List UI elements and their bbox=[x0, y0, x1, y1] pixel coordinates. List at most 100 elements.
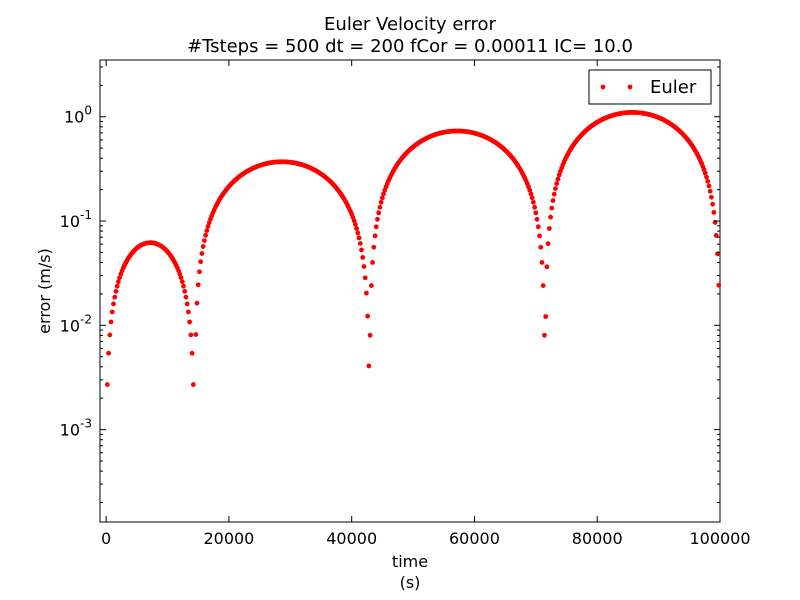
data-point bbox=[204, 228, 210, 234]
legend-marker bbox=[600, 84, 606, 90]
data-point bbox=[189, 350, 195, 356]
x-tick-label: 60000 bbox=[449, 529, 500, 548]
data-point bbox=[530, 199, 536, 205]
data-point bbox=[366, 363, 372, 369]
data-point bbox=[183, 294, 189, 300]
data-point bbox=[367, 332, 373, 338]
data-point bbox=[201, 238, 207, 243]
data-point bbox=[193, 332, 199, 337]
data-point bbox=[532, 204, 538, 210]
data-point bbox=[378, 199, 384, 205]
data-point bbox=[710, 201, 716, 207]
x-tick-label: 40000 bbox=[326, 529, 377, 548]
data-point bbox=[370, 260, 375, 265]
data-point bbox=[364, 290, 369, 296]
x-axis: 0 20000 40000 60000 80000 100000 bbox=[101, 60, 751, 548]
data-point bbox=[360, 255, 366, 260]
data-point bbox=[188, 332, 194, 338]
data-point bbox=[556, 172, 562, 178]
y-tick-label: 10-1 bbox=[60, 208, 92, 231]
data-point bbox=[706, 183, 712, 189]
data-point bbox=[551, 191, 557, 197]
data-point bbox=[106, 350, 111, 356]
data-point bbox=[108, 319, 114, 325]
data-point bbox=[351, 218, 357, 224]
data-point bbox=[109, 309, 115, 315]
data-point bbox=[356, 235, 362, 241]
x-axis-label: time bbox=[392, 552, 428, 571]
data-point bbox=[529, 195, 535, 201]
data-point bbox=[195, 282, 201, 288]
data-point bbox=[540, 283, 546, 288]
x-axis-unit: (s) bbox=[400, 573, 421, 592]
data-point bbox=[194, 300, 200, 306]
data-point bbox=[179, 279, 185, 285]
data-point bbox=[113, 288, 119, 294]
data-point bbox=[107, 332, 113, 338]
x-tick-label: 20000 bbox=[203, 529, 254, 548]
data-point bbox=[181, 283, 186, 289]
data-point bbox=[352, 222, 358, 227]
data-point bbox=[546, 226, 552, 231]
legend-marker bbox=[627, 84, 633, 90]
data-point bbox=[372, 233, 378, 239]
plot-frame bbox=[99, 59, 721, 523]
data-point bbox=[375, 216, 380, 222]
data-point bbox=[716, 282, 722, 288]
data-point bbox=[116, 279, 121, 285]
data-point bbox=[184, 301, 190, 307]
data-point bbox=[362, 275, 368, 281]
data-point bbox=[533, 210, 539, 216]
data-point bbox=[373, 224, 379, 230]
data-point bbox=[197, 269, 202, 275]
y-axis: 10-3 10-2 10-1 100 bbox=[60, 66, 720, 503]
x-tick-label: 0 bbox=[101, 529, 111, 548]
data-point bbox=[377, 204, 383, 210]
data-point bbox=[371, 244, 377, 250]
data-point bbox=[543, 314, 549, 319]
data-point bbox=[528, 191, 534, 197]
legend: Euler bbox=[588, 69, 712, 105]
data-point bbox=[186, 309, 191, 315]
data-point bbox=[114, 283, 120, 289]
data-point bbox=[704, 174, 709, 180]
data-point bbox=[361, 264, 367, 269]
data-point bbox=[705, 178, 711, 184]
data-point bbox=[365, 313, 371, 319]
data-point bbox=[553, 186, 558, 191]
data-point bbox=[535, 224, 541, 230]
data-point bbox=[548, 214, 553, 220]
data-point bbox=[713, 233, 719, 238]
data-points bbox=[104, 110, 722, 387]
data-point bbox=[112, 294, 118, 300]
data-point bbox=[187, 319, 193, 325]
x-tick-label: 100000 bbox=[689, 529, 750, 548]
data-point bbox=[354, 226, 359, 231]
data-point bbox=[177, 271, 183, 277]
data-point bbox=[190, 382, 196, 387]
data-point bbox=[554, 181, 560, 186]
legend-label-euler: Euler bbox=[650, 77, 697, 98]
data-point bbox=[104, 382, 110, 387]
chart-title: Euler Velocity error bbox=[324, 14, 496, 35]
data-point bbox=[707, 188, 713, 194]
chart-subtitle: #Tsteps = 500 dt = 200 fCor = 0.00011 IC… bbox=[187, 36, 633, 57]
data-point bbox=[376, 210, 382, 216]
data-point bbox=[381, 191, 386, 197]
y-tick-label: 100 bbox=[64, 104, 92, 127]
data-point bbox=[544, 264, 550, 270]
data-point bbox=[539, 260, 545, 265]
data-point bbox=[359, 247, 364, 253]
data-point bbox=[537, 233, 542, 239]
data-point bbox=[702, 170, 708, 176]
data-point bbox=[550, 198, 556, 203]
data-point bbox=[355, 230, 361, 236]
data-point bbox=[199, 251, 205, 256]
data-point bbox=[555, 176, 561, 182]
data-point bbox=[205, 223, 211, 229]
data-point bbox=[538, 244, 544, 250]
data-point bbox=[198, 259, 204, 265]
data-point bbox=[203, 232, 208, 238]
y-tick-label: 10-2 bbox=[60, 312, 92, 335]
data-point bbox=[534, 216, 540, 222]
